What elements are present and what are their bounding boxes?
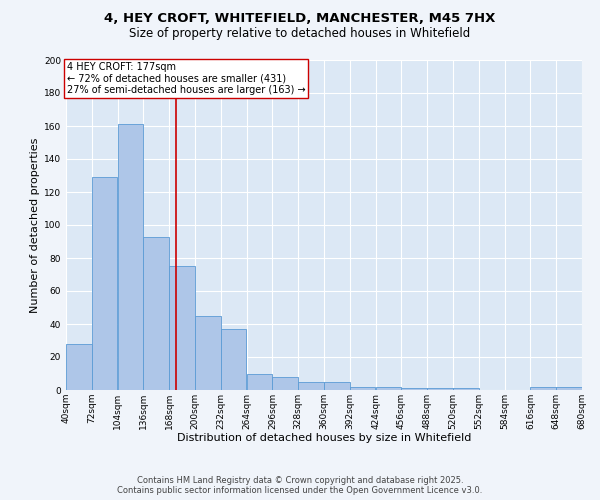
Bar	[324, 382, 350, 390]
Bar	[427, 388, 453, 390]
Bar	[350, 386, 376, 390]
Bar	[453, 388, 479, 390]
Bar	[143, 236, 169, 390]
Bar	[92, 177, 118, 390]
Bar	[247, 374, 272, 390]
Bar	[118, 124, 143, 390]
Bar	[298, 382, 324, 390]
Y-axis label: Number of detached properties: Number of detached properties	[30, 138, 40, 312]
Bar	[556, 386, 582, 390]
Text: 4, HEY CROFT, WHITEFIELD, MANCHESTER, M45 7HX: 4, HEY CROFT, WHITEFIELD, MANCHESTER, M4…	[104, 12, 496, 26]
Bar	[221, 329, 247, 390]
Bar	[272, 377, 298, 390]
Text: 4 HEY CROFT: 177sqm
← 72% of detached houses are smaller (431)
27% of semi-detac: 4 HEY CROFT: 177sqm ← 72% of detached ho…	[67, 62, 305, 95]
Text: Contains HM Land Registry data © Crown copyright and database right 2025.
Contai: Contains HM Land Registry data © Crown c…	[118, 476, 482, 495]
Bar	[195, 316, 221, 390]
Bar	[376, 386, 401, 390]
Bar	[66, 344, 92, 390]
Text: Size of property relative to detached houses in Whitefield: Size of property relative to detached ho…	[130, 28, 470, 40]
X-axis label: Distribution of detached houses by size in Whitefield: Distribution of detached houses by size …	[177, 434, 471, 444]
Bar	[169, 266, 195, 390]
Bar	[401, 388, 427, 390]
Bar	[530, 386, 556, 390]
